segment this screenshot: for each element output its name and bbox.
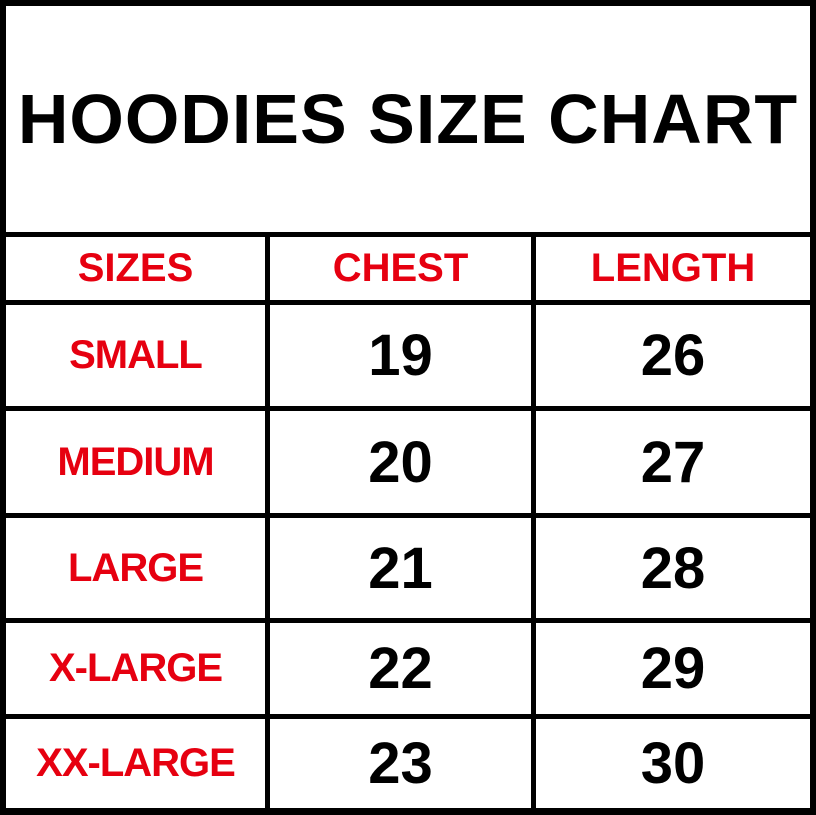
grid-line <box>0 618 816 623</box>
grid-line <box>0 808 816 815</box>
cell-length: 30 <box>640 731 706 796</box>
cell-size: X-LARGE <box>49 646 223 690</box>
chart-title: HOODIES SIZE CHART <box>17 80 799 158</box>
grid-line <box>810 0 816 815</box>
grid-line <box>0 0 6 815</box>
grid-line <box>0 300 816 305</box>
cell-size: SMALL <box>69 333 203 377</box>
grid-line <box>0 0 816 6</box>
cell-chest: 23 <box>368 731 433 796</box>
cell-size: LARGE <box>68 545 204 590</box>
cell-chest: 19 <box>368 323 433 388</box>
cell-length: 27 <box>640 429 706 495</box>
cell-size: XX-LARGE <box>36 741 236 785</box>
grid-line <box>0 232 816 237</box>
grid-line <box>0 406 816 411</box>
cell-length: 29 <box>640 636 706 701</box>
column-header-length: LENGTH <box>590 246 756 290</box>
grid-line <box>265 232 270 815</box>
cell-length: 26 <box>640 323 706 388</box>
grid-line <box>531 232 536 815</box>
grid-line <box>0 513 816 518</box>
grid-line <box>0 714 816 719</box>
cell-chest: 21 <box>368 535 433 601</box>
column-header-chest: CHEST <box>332 246 469 290</box>
column-header-sizes: SIZES <box>77 246 194 290</box>
cell-size: MEDIUM <box>57 439 214 484</box>
cell-chest: 22 <box>368 636 433 701</box>
cell-chest: 20 <box>368 429 433 495</box>
cell-length: 28 <box>640 535 706 601</box>
